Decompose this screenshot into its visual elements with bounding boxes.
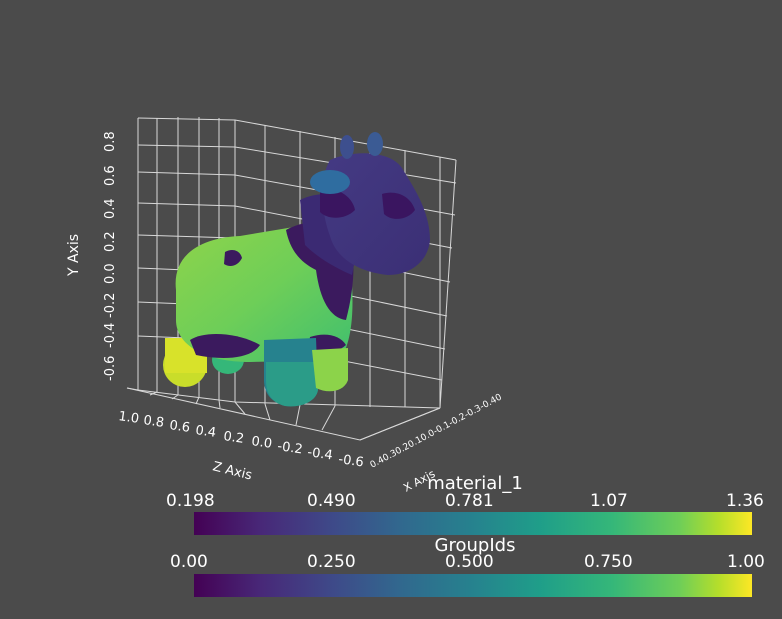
x-axis-ticks: 0.40.30.20.10.0-0.1-0.2-0.3-0.40 [369, 392, 504, 470]
scalar-bar-tick: 1.36 [726, 491, 764, 511]
scalar-bar-tick: 0.750 [584, 552, 633, 572]
scalar-bar-tick: 0.198 [166, 491, 215, 511]
y-tick: 0.0 [103, 263, 118, 284]
y-tick: -0.2 [103, 293, 118, 318]
y-tick: 0.2 [103, 231, 118, 252]
z-axis-label: Z Axis [211, 459, 254, 483]
z-tick: -0.4 [306, 445, 333, 463]
colorbar-gradient [194, 512, 752, 535]
scalar-bar-title: GroupIds [434, 535, 516, 556]
scalar-bar-tick: 0.781 [445, 491, 494, 511]
z-tick: 0.4 [194, 423, 217, 441]
scalar-bar-tick: 1.07 [590, 491, 628, 511]
y-tick: 0.8 [103, 131, 118, 152]
scalar-bar-tick: 0.00 [170, 552, 208, 572]
y-tick: 0.4 [103, 198, 118, 219]
y-tick: -0.4 [103, 323, 118, 348]
y-tick: 0.6 [103, 165, 118, 186]
z-tick: 0.6 [168, 418, 191, 436]
z-tick: -0.2 [276, 439, 303, 457]
scalar-bar-tick: 0.490 [307, 491, 356, 511]
scalar-bar-title: material_1 [427, 473, 523, 494]
y-tick: -0.6 [103, 356, 118, 381]
z-tick: 0.0 [250, 434, 273, 452]
y-axis-ticks: 0.8 0.6 0.4 0.2 0.0 -0.2 -0.4 -0.6 [103, 131, 118, 381]
y-axis-label: Y Axis [66, 234, 82, 277]
colorbar-gradient [194, 574, 752, 597]
z-tick: 1.0 [117, 409, 140, 427]
scalar-bar-tick: 1.00 [727, 552, 765, 572]
cow-mesh[interactable] [163, 132, 430, 407]
scalar-bar-tick: 0.500 [445, 552, 494, 572]
z-axis-ticks: 1.0 0.8 0.6 0.4 0.2 0.0 -0.2 -0.4 -0.6 [117, 409, 364, 470]
scalar-bar-tick: 0.250 [307, 552, 356, 572]
z-tick: 0.8 [142, 413, 165, 431]
z-tick: -0.6 [337, 452, 364, 470]
z-tick: 0.2 [222, 429, 245, 447]
